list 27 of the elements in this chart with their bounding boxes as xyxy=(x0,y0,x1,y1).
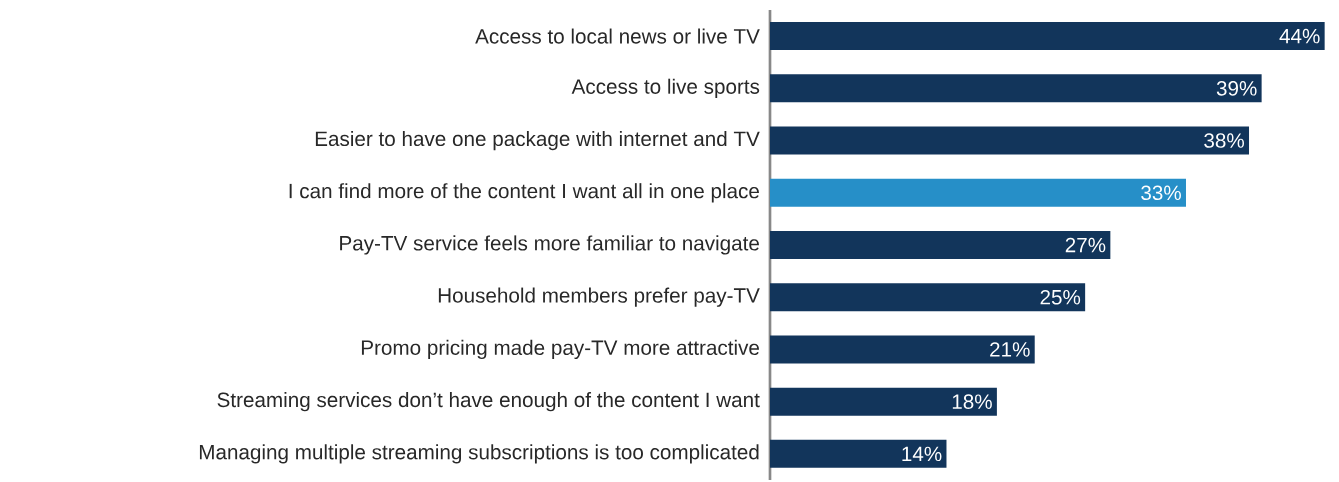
bar xyxy=(770,22,1325,51)
data-label: 39% xyxy=(1216,81,1257,96)
data-label: 25% xyxy=(1040,289,1081,305)
bar xyxy=(770,126,1250,155)
y-tick-label: Access to live sports xyxy=(571,78,760,98)
y-tick-label: Streaming services don’t have enough of the content I want xyxy=(217,392,760,412)
data-label: 33% xyxy=(1141,185,1181,201)
y-tick-label: Managing multiple streaming subscriptions is too complicated xyxy=(199,444,759,464)
data-label: 27% xyxy=(1065,237,1106,253)
bar xyxy=(770,74,1262,103)
y-tick-label: I can find more of the content I want all in one place xyxy=(289,183,759,203)
bar xyxy=(770,283,1086,312)
y-tick-label: Promo pricing made pay-TV more attractive xyxy=(361,339,759,360)
y-tick-label: Pay-TV service feels more familiar to navigate xyxy=(340,235,759,255)
bar xyxy=(770,178,1186,207)
bar xyxy=(770,335,1035,364)
data-label: 18% xyxy=(952,394,992,409)
bar xyxy=(770,439,947,468)
data-label: 21% xyxy=(990,342,1030,357)
data-label: 14% xyxy=(902,446,942,462)
y-tick-label: Household members prefer pay-TV xyxy=(438,287,760,307)
bar xyxy=(770,230,1111,259)
bar xyxy=(770,387,997,416)
y-tick-label: Easier to have one package with internet and TV xyxy=(315,130,760,151)
y-tick-label: Access to local news or live TV xyxy=(475,28,760,44)
data-label: 38% xyxy=(1204,133,1244,148)
data-label: 44% xyxy=(1279,28,1320,44)
